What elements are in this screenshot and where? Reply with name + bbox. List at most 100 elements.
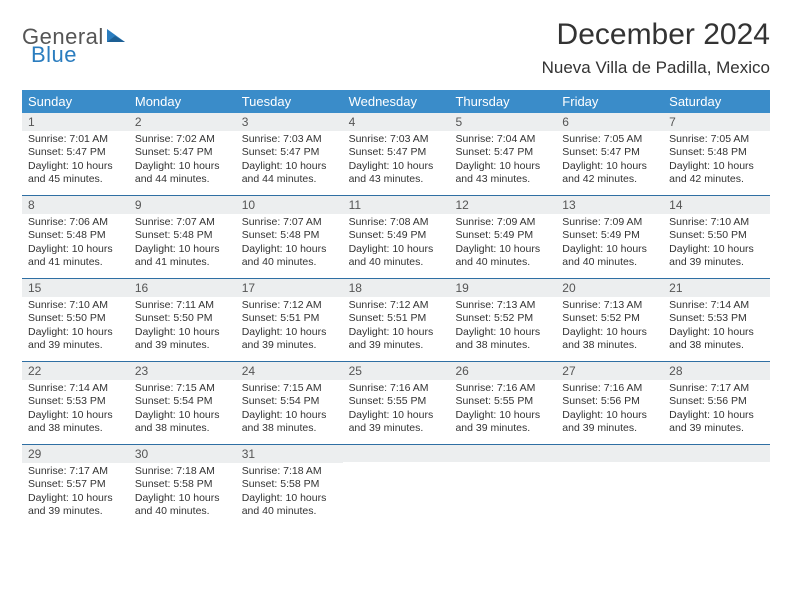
title-block: December 2024 Nueva Villa de Padilla, Me… xyxy=(542,18,770,78)
daylight-line: Daylight: 10 hours and 40 minutes. xyxy=(455,243,550,270)
day-number-bar: 28 xyxy=(663,362,770,380)
cell-body xyxy=(343,462,450,522)
cell-body: Sunrise: 7:11 AMSunset: 5:50 PMDaylight:… xyxy=(129,297,236,356)
sunrise-line: Sunrise: 7:01 AM xyxy=(28,133,123,146)
week-row: 29Sunrise: 7:17 AMSunset: 5:57 PMDayligh… xyxy=(22,445,770,527)
day-number-bar: 20 xyxy=(556,279,663,297)
sunrise-line: Sunrise: 7:07 AM xyxy=(242,216,337,229)
sunset-line: Sunset: 5:58 PM xyxy=(242,478,337,491)
daylight-line: Daylight: 10 hours and 44 minutes. xyxy=(135,160,230,187)
sunrise-line: Sunrise: 7:03 AM xyxy=(242,133,337,146)
day-number-bar: 30 xyxy=(129,445,236,463)
calendar-cell: 19Sunrise: 7:13 AMSunset: 5:52 PMDayligh… xyxy=(449,279,556,361)
sunrise-line: Sunrise: 7:18 AM xyxy=(135,465,230,478)
calendar-cell: 2Sunrise: 7:02 AMSunset: 5:47 PMDaylight… xyxy=(129,113,236,195)
calendar-cell: 4Sunrise: 7:03 AMSunset: 5:47 PMDaylight… xyxy=(343,113,450,195)
day-number-bar: 15 xyxy=(22,279,129,297)
week-row: 1Sunrise: 7:01 AMSunset: 5:47 PMDaylight… xyxy=(22,113,770,196)
calendar-cell: 29Sunrise: 7:17 AMSunset: 5:57 PMDayligh… xyxy=(22,445,129,527)
sunset-line: Sunset: 5:50 PM xyxy=(669,229,764,242)
calendar-cell: 21Sunrise: 7:14 AMSunset: 5:53 PMDayligh… xyxy=(663,279,770,361)
day-number-bar xyxy=(663,445,770,462)
daylight-line: Daylight: 10 hours and 39 minutes. xyxy=(242,326,337,353)
sunset-line: Sunset: 5:57 PM xyxy=(28,478,123,491)
daylight-line: Daylight: 10 hours and 40 minutes. xyxy=(562,243,657,270)
calendar-cell: 31Sunrise: 7:18 AMSunset: 5:58 PMDayligh… xyxy=(236,445,343,527)
cell-body: Sunrise: 7:16 AMSunset: 5:55 PMDaylight:… xyxy=(449,380,556,439)
daylight-line: Daylight: 10 hours and 38 minutes. xyxy=(562,326,657,353)
day-number-bar: 14 xyxy=(663,196,770,214)
sunset-line: Sunset: 5:49 PM xyxy=(349,229,444,242)
day-number-bar: 16 xyxy=(129,279,236,297)
daylight-line: Daylight: 10 hours and 42 minutes. xyxy=(669,160,764,187)
cell-body: Sunrise: 7:18 AMSunset: 5:58 PMDaylight:… xyxy=(129,463,236,522)
day-header-row: SundayMondayTuesdayWednesdayThursdayFrid… xyxy=(22,90,770,113)
sunset-line: Sunset: 5:51 PM xyxy=(242,312,337,325)
day-number-bar xyxy=(449,445,556,462)
sunset-line: Sunset: 5:50 PM xyxy=(28,312,123,325)
calendar-cell: 13Sunrise: 7:09 AMSunset: 5:49 PMDayligh… xyxy=(556,196,663,278)
brand-word-2-wrap: Blue xyxy=(31,42,77,68)
day-header: Monday xyxy=(129,90,236,113)
sunset-line: Sunset: 5:48 PM xyxy=(135,229,230,242)
sunset-line: Sunset: 5:54 PM xyxy=(135,395,230,408)
cell-body: Sunrise: 7:13 AMSunset: 5:52 PMDaylight:… xyxy=(449,297,556,356)
day-header: Sunday xyxy=(22,90,129,113)
cell-body: Sunrise: 7:07 AMSunset: 5:48 PMDaylight:… xyxy=(129,214,236,273)
cell-body: Sunrise: 7:09 AMSunset: 5:49 PMDaylight:… xyxy=(556,214,663,273)
daylight-line: Daylight: 10 hours and 39 minutes. xyxy=(135,326,230,353)
cell-body: Sunrise: 7:09 AMSunset: 5:49 PMDaylight:… xyxy=(449,214,556,273)
sunset-line: Sunset: 5:56 PM xyxy=(669,395,764,408)
day-number-bar: 12 xyxy=(449,196,556,214)
cell-body: Sunrise: 7:17 AMSunset: 5:56 PMDaylight:… xyxy=(663,380,770,439)
daylight-line: Daylight: 10 hours and 39 minutes. xyxy=(349,326,444,353)
day-number-bar: 4 xyxy=(343,113,450,131)
sunrise-line: Sunrise: 7:05 AM xyxy=(669,133,764,146)
sunrise-line: Sunrise: 7:12 AM xyxy=(349,299,444,312)
calendar-cell: 6Sunrise: 7:05 AMSunset: 5:47 PMDaylight… xyxy=(556,113,663,195)
cell-body: Sunrise: 7:06 AMSunset: 5:48 PMDaylight:… xyxy=(22,214,129,273)
cell-body: Sunrise: 7:08 AMSunset: 5:49 PMDaylight:… xyxy=(343,214,450,273)
daylight-line: Daylight: 10 hours and 45 minutes. xyxy=(28,160,123,187)
week-row: 8Sunrise: 7:06 AMSunset: 5:48 PMDaylight… xyxy=(22,196,770,279)
daylight-line: Daylight: 10 hours and 41 minutes. xyxy=(28,243,123,270)
day-number-bar: 27 xyxy=(556,362,663,380)
daylight-line: Daylight: 10 hours and 44 minutes. xyxy=(242,160,337,187)
cell-body: Sunrise: 7:02 AMSunset: 5:47 PMDaylight:… xyxy=(129,131,236,190)
cell-body: Sunrise: 7:13 AMSunset: 5:52 PMDaylight:… xyxy=(556,297,663,356)
calendar-cell: 12Sunrise: 7:09 AMSunset: 5:49 PMDayligh… xyxy=(449,196,556,278)
cell-body: Sunrise: 7:14 AMSunset: 5:53 PMDaylight:… xyxy=(663,297,770,356)
cell-body: Sunrise: 7:12 AMSunset: 5:51 PMDaylight:… xyxy=(236,297,343,356)
calendar-cell xyxy=(343,445,450,527)
calendar-cell: 24Sunrise: 7:15 AMSunset: 5:54 PMDayligh… xyxy=(236,362,343,444)
location-label: Nueva Villa de Padilla, Mexico xyxy=(542,58,770,78)
day-number-bar: 24 xyxy=(236,362,343,380)
sunset-line: Sunset: 5:52 PM xyxy=(562,312,657,325)
cell-body: Sunrise: 7:07 AMSunset: 5:48 PMDaylight:… xyxy=(236,214,343,273)
calendar-cell: 22Sunrise: 7:14 AMSunset: 5:53 PMDayligh… xyxy=(22,362,129,444)
sunset-line: Sunset: 5:52 PM xyxy=(455,312,550,325)
day-header: Saturday xyxy=(663,90,770,113)
day-number-bar: 5 xyxy=(449,113,556,131)
sunset-line: Sunset: 5:48 PM xyxy=(669,146,764,159)
daylight-line: Daylight: 10 hours and 43 minutes. xyxy=(455,160,550,187)
sunset-line: Sunset: 5:51 PM xyxy=(349,312,444,325)
day-number-bar: 6 xyxy=(556,113,663,131)
calendar-cell: 25Sunrise: 7:16 AMSunset: 5:55 PMDayligh… xyxy=(343,362,450,444)
day-number-bar: 8 xyxy=(22,196,129,214)
weeks-container: 1Sunrise: 7:01 AMSunset: 5:47 PMDaylight… xyxy=(22,113,770,527)
week-row: 22Sunrise: 7:14 AMSunset: 5:53 PMDayligh… xyxy=(22,362,770,445)
calendar-cell: 5Sunrise: 7:04 AMSunset: 5:47 PMDaylight… xyxy=(449,113,556,195)
cell-body: Sunrise: 7:04 AMSunset: 5:47 PMDaylight:… xyxy=(449,131,556,190)
calendar-cell: 30Sunrise: 7:18 AMSunset: 5:58 PMDayligh… xyxy=(129,445,236,527)
calendar-cell: 16Sunrise: 7:11 AMSunset: 5:50 PMDayligh… xyxy=(129,279,236,361)
daylight-line: Daylight: 10 hours and 38 minutes. xyxy=(669,326,764,353)
brand-triangle-icon xyxy=(106,26,126,49)
brand-word-2: Blue xyxy=(31,42,77,67)
day-number-bar: 21 xyxy=(663,279,770,297)
daylight-line: Daylight: 10 hours and 43 minutes. xyxy=(349,160,444,187)
day-number-bar: 23 xyxy=(129,362,236,380)
cell-body: Sunrise: 7:10 AMSunset: 5:50 PMDaylight:… xyxy=(663,214,770,273)
sunrise-line: Sunrise: 7:10 AM xyxy=(28,299,123,312)
sunset-line: Sunset: 5:55 PM xyxy=(455,395,550,408)
